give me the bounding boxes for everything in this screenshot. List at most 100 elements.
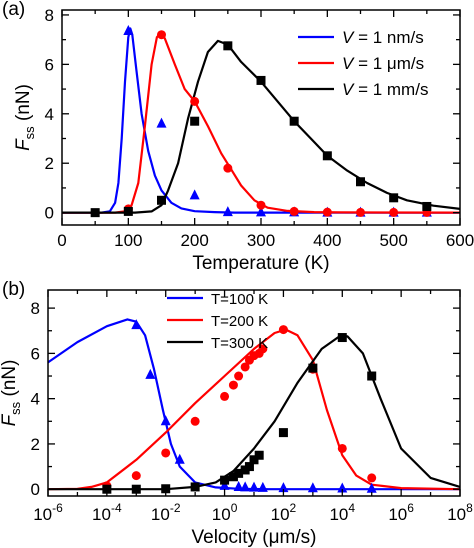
y-axis-title: Fss (nN) [13, 84, 37, 151]
x-tick-base: 10 [447, 505, 466, 524]
legend-label-0: T=100 K [211, 291, 268, 308]
data-point-s2-4 [223, 41, 233, 51]
data-point-s1-8 [389, 207, 399, 217]
series-line-0 [47, 318, 460, 491]
data-point-s2-3 [190, 116, 200, 126]
data-point-s1-12 [278, 325, 288, 335]
data-point-s2-4 [220, 475, 230, 485]
data-point-s1-5 [228, 380, 238, 390]
data-point-s1-2 [190, 96, 200, 106]
x-tick-label: 600 [446, 231, 474, 250]
data-point-s2-1 [123, 206, 133, 216]
data-point-s2-14 [367, 371, 377, 381]
y-tick-label: 6 [31, 344, 40, 363]
data-point-s2-2 [161, 484, 171, 494]
x-tick-label: 100 [114, 231, 142, 250]
x-tick-label: 10-4 [92, 501, 122, 524]
data-point-s0-2 [189, 189, 200, 200]
data-point-s1-4 [256, 200, 266, 210]
y-tick-label: 0 [31, 480, 40, 499]
x-tick-label: 400 [313, 231, 341, 250]
x-tick-base: 10 [92, 505, 111, 524]
data-point-s2-5 [228, 472, 238, 482]
x-tick-label: 104 [329, 501, 355, 524]
x-tick-base: 10 [271, 505, 290, 524]
data-point-s2-8 [356, 177, 365, 187]
x-tick-exponent: 6 [407, 501, 414, 515]
x-tick-label: 200 [180, 231, 208, 250]
data-point-s2-9 [389, 193, 399, 203]
y-tick-label: 8 [31, 299, 40, 318]
data-point-s2-12 [308, 363, 318, 373]
data-point-s2-2 [157, 195, 166, 205]
legend-rest: = 1 μm/s [353, 54, 424, 73]
data-point-s1-15 [367, 473, 377, 483]
legend-var: V [342, 28, 355, 47]
data-point-s0-0 [131, 319, 142, 330]
legend-label-1: T=200 K [211, 313, 268, 330]
data-point-s0-3 [222, 206, 233, 217]
x-tick-label: 500 [379, 231, 407, 250]
legend-label-1: V = 1 μm/s [342, 54, 424, 73]
data-point-s2-6 [234, 468, 244, 478]
x-tick-base: 10 [388, 505, 407, 524]
x-tick-label: 108 [447, 501, 473, 524]
x-tick-base: 10 [329, 505, 348, 524]
data-point-s2-9 [249, 455, 259, 465]
panel-label: (a) [2, 0, 25, 20]
legend-rest: = 1 nm/s [353, 28, 423, 47]
y-tick-label: 2 [45, 154, 54, 173]
y-axis-title-main: F [0, 413, 20, 426]
panel-a: 0 100 200 300 400 500 600 0 2 4 6 8 Temperature (K) F… [2, 0, 474, 274]
x-tick-exponent: -4 [111, 501, 122, 515]
y-axis-title: Fss (nN) [0, 360, 23, 427]
data-point-s1-1 [131, 471, 141, 481]
legend-label-2: V = 1 mm/s [342, 80, 428, 99]
x-tick-exponent: 4 [348, 501, 355, 515]
y-tick-label: 4 [31, 390, 40, 409]
y-tick-label: 6 [45, 55, 54, 74]
panel-b: 10-6 10-4 10-2 100 102 104 106 10802468Velocity… [0, 279, 473, 548]
x-tick-exponent: -6 [52, 501, 63, 515]
data-point-s2-6 [289, 116, 299, 126]
data-point-s0-1 [156, 117, 167, 128]
data-point-s0-10 [307, 482, 318, 493]
x-tick-exponent: 2 [290, 501, 297, 515]
x-tick-base: 10 [33, 505, 52, 524]
y-axis-title-sub: ss [8, 401, 23, 415]
data-point-s1-1 [157, 30, 166, 40]
data-point-s0-4 [256, 206, 266, 217]
data-point-s2-11 [278, 428, 288, 438]
data-point-s2-10 [254, 450, 264, 460]
data-point-s1-6 [322, 207, 332, 217]
x-tick-exponent: -2 [170, 501, 181, 515]
data-point-s0-8 [257, 481, 268, 492]
data-point-s2-13 [337, 333, 347, 343]
data-point-s2-1 [131, 484, 141, 494]
y-tick-label: 4 [45, 105, 54, 124]
data-point-s1-4 [220, 391, 230, 401]
legend-var: V [342, 80, 355, 99]
data-point-s1-5 [289, 206, 299, 216]
x-tick-label: 300 [247, 231, 275, 250]
data-point-s1-3 [190, 416, 200, 426]
series-markers-2 [102, 333, 377, 494]
legend-rest: = 1 mm/s [353, 80, 428, 99]
data-point-s0-11 [337, 482, 348, 493]
x-tick-label: 102 [271, 501, 297, 524]
y-axis-title-unit: (nN) [0, 360, 20, 402]
y-axis-title-unit: (nN) [13, 84, 34, 126]
data-point-s1-6 [234, 371, 244, 381]
x-tick-label: 10-6 [33, 501, 63, 524]
x-tick-base: 10 [212, 505, 231, 524]
x-tick-exponent: 0 [231, 501, 238, 515]
legend-label-2: T=300 K [211, 335, 268, 352]
legend-var: V [342, 54, 355, 73]
y-axis-title-sub: ss [22, 126, 37, 140]
data-point-s2-7 [322, 151, 332, 161]
data-point-s2-3 [190, 482, 200, 492]
data-point-s0-6 [240, 481, 251, 492]
data-point-s2-5 [256, 75, 266, 85]
series-line-0 [62, 27, 460, 214]
